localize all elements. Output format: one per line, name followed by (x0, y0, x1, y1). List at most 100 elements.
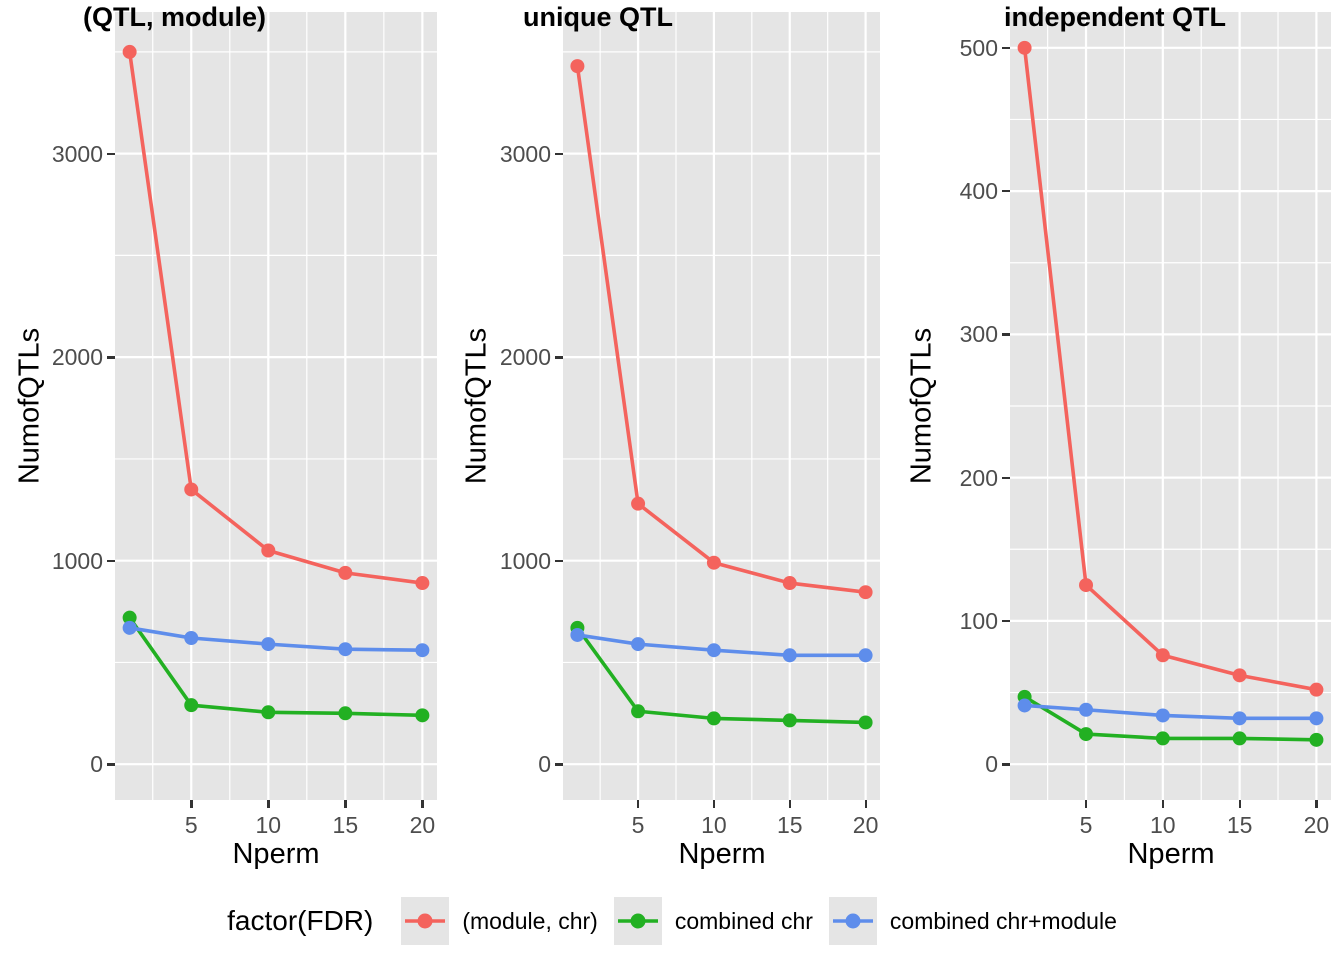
x-tick-mark (1315, 800, 1318, 808)
data-point (782, 713, 797, 728)
data-point (1232, 711, 1247, 726)
data-point (631, 704, 646, 719)
x-tick-mark (1161, 800, 1165, 808)
y-tick-mark (1002, 46, 1010, 50)
y-tick-mark (1002, 763, 1010, 766)
data-point (631, 496, 646, 511)
series-line (1022, 46, 1319, 692)
y-tick-mark (555, 559, 563, 563)
legend-key-line-point-icon (828, 897, 877, 945)
y-tick-label: 200 (959, 464, 998, 491)
data-point (858, 585, 873, 600)
y-axis-title: NumofQTLs (905, 327, 938, 485)
data-point (1017, 40, 1032, 55)
x-tick-mark (712, 800, 716, 808)
data-point (1309, 732, 1324, 747)
data-point (338, 565, 353, 580)
data-point (1232, 668, 1247, 683)
x-tick-label: 10 (1150, 812, 1176, 838)
y-tick-label: 400 (959, 178, 998, 205)
y-tick-mark (555, 356, 563, 359)
y-tick-mark (555, 763, 563, 766)
data-point (1155, 648, 1170, 663)
data-point (858, 648, 873, 663)
data-point (184, 482, 199, 497)
legend-item-module-chr: (module, chr) (401, 897, 598, 945)
legend-label: combined chr+module (889, 907, 1117, 934)
legend-item-combined-chr: combined chr (613, 897, 813, 945)
x-axis-title: Nperm (232, 838, 320, 870)
y-tick-label: 3000 (51, 140, 103, 167)
y-tick-label: 500 (959, 34, 998, 61)
data-point (1155, 731, 1170, 746)
data-point (1155, 708, 1170, 723)
x-tick-mark (421, 800, 424, 808)
y-tick-label: 2000 (51, 344, 103, 371)
y-tick-label: 0 (90, 751, 103, 778)
data-point (122, 44, 137, 59)
data-point (706, 711, 721, 726)
data-point (415, 708, 430, 723)
data-point (858, 715, 873, 730)
x-tick-label: 5 (631, 812, 645, 838)
data-point (184, 631, 199, 646)
y-tick-mark (1002, 619, 1010, 623)
legend-key-line-point-icon (401, 897, 450, 945)
legend-label: (module, chr) (462, 907, 598, 934)
x-tick-label: 20 (1303, 812, 1330, 838)
series-line (1022, 703, 1319, 721)
legend-label: combined chr (674, 907, 813, 934)
data-point (184, 698, 199, 713)
y-tick-label: 100 (959, 607, 998, 634)
data-point (631, 637, 646, 652)
x-tick-label: 15 (1226, 812, 1253, 838)
data-point (122, 620, 137, 635)
y-tick-mark (107, 152, 115, 156)
data-point (782, 648, 797, 663)
x-tick-mark (267, 800, 270, 808)
y-tick-label: 1000 (499, 547, 551, 574)
y-tick-label: 1000 (51, 547, 103, 574)
y-tick-label: 2000 (499, 344, 551, 371)
legend-item-combined-chr-module: combined chr+module (828, 897, 1117, 945)
y-axis-title: NumofQTLs (460, 327, 493, 485)
x-tick-label: 20 (852, 812, 879, 838)
data-point (261, 543, 276, 558)
x-tick-label: 10 (701, 812, 727, 838)
x-tick-label: 20 (409, 812, 436, 838)
panel-title-qtl-module: (QTL, module) (83, 2, 266, 32)
data-point (122, 610, 137, 625)
x-tick-mark (190, 800, 193, 808)
x-tick-mark (637, 800, 640, 808)
legend-title: factor(FDR) (227, 905, 374, 936)
y-axis-title: NumofQTLs (13, 327, 46, 485)
data-point (338, 706, 353, 721)
x-tick-mark (1085, 800, 1088, 808)
x-tick-mark (788, 800, 792, 808)
y-tick-label: 300 (959, 321, 998, 348)
data-point (1079, 578, 1094, 593)
data-point (1017, 698, 1032, 713)
x-tick-mark (344, 800, 347, 808)
y-tick-mark (1002, 190, 1010, 193)
x-tick-mark (1238, 800, 1241, 808)
x-axis-title: Nperm (678, 838, 766, 870)
y-tick-mark (555, 152, 563, 156)
data-point (261, 705, 276, 720)
legend: factor(FDR) (module, chr) combined chr c… (0, 893, 1344, 949)
panel-title-independent-qtl: independent QTL (1004, 2, 1226, 32)
x-tick-label: 5 (184, 812, 198, 838)
data-point (1232, 731, 1247, 746)
y-tick-label: 0 (538, 751, 551, 778)
x-tick-label: 5 (1079, 812, 1093, 838)
x-axis-title: Nperm (1127, 838, 1215, 870)
data-point (1079, 727, 1094, 742)
y-tick-mark (107, 559, 115, 563)
data-point (1309, 682, 1324, 697)
data-point (261, 637, 276, 652)
x-tick-label: 15 (776, 812, 803, 838)
y-tick-mark (1002, 476, 1010, 480)
